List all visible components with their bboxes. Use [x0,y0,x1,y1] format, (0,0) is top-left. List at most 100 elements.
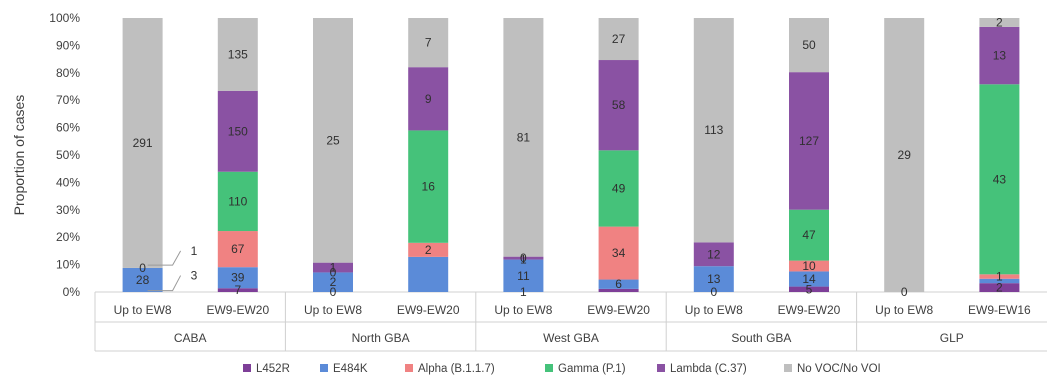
bar-segment [979,26,1020,85]
data-label: 0 [330,285,337,299]
legend-label: Gamma (P.1) [558,363,626,375]
y-tick-label: 40% [56,175,80,189]
legend-swatch [545,364,553,372]
y-tick-label: 30% [56,203,80,217]
bar-segment [503,18,544,257]
bar-segment [693,266,734,292]
data-label: 9 [425,92,432,106]
data-label: 0 [330,265,337,279]
bar-segment [789,260,829,272]
x-category-label: Up to EW8 [875,303,933,317]
data-label: 67 [231,242,245,256]
bar-segment [979,283,1020,292]
data-label: 2 [996,15,1003,29]
x-category-label: EW9-EW20 [778,303,841,317]
x-group-labels: CABA North GBA West GBA South GBA GLP [174,292,964,351]
x-group-label: South GBA [731,331,791,345]
data-label: 150 [228,124,248,138]
data-label: 12 [707,247,721,261]
bar-segment [789,271,829,287]
y-tick-label: 90% [56,38,80,52]
bar-segment [217,171,258,232]
data-label: 0 [710,285,717,299]
x-category-label: Up to EW8 [304,303,362,317]
x-category-label: Up to EW8 [685,303,743,317]
data-label: 13 [707,272,721,286]
y-tick-label: 60% [56,121,80,135]
bar-segment [979,278,1020,284]
data-label: 2 [330,275,337,289]
bar-segment [598,226,639,280]
bar-segment [217,18,258,91]
legend-label: L452R [256,363,290,375]
data-label: 127 [799,134,819,148]
y-tick-label: 20% [56,230,80,244]
data-label: 81 [517,130,531,144]
bar-segment [503,256,544,260]
x-category-label: EW9-EW20 [397,303,460,317]
data-label: 10 [802,259,816,273]
bar-segment [217,231,258,268]
bar-segment [217,90,258,172]
x-category-label: EW9-EW20 [206,303,269,317]
data-label: 1 [996,270,1003,284]
data-label: 6 [615,277,622,291]
data-label: 28 [136,273,150,287]
data-label: 39 [231,271,245,285]
data-label: 0 [139,261,146,275]
legend-swatch [784,364,792,372]
bar-segment [503,259,544,292]
data-label: 110 [228,194,247,208]
bar-segment [313,272,353,292]
data-label: 2 [996,281,1003,295]
data-label: 14 [802,272,816,286]
data-label: 25 [326,133,340,147]
bar-segment [693,18,734,243]
legend-swatch [405,364,413,372]
y-tick-label: 80% [56,66,80,80]
data-label: 291 [133,136,153,150]
legend: L452R E484K Alpha (B.1.1.7) Gamma (P.1) Lamb… [243,363,881,375]
bar-segment [789,209,829,261]
data-label: 34 [612,246,626,260]
legend-swatch [243,364,251,372]
annotation-label: 1 [191,244,198,258]
legend-swatch [657,364,665,372]
x-group-label: GLP [940,331,964,345]
bar-segment [408,130,449,243]
data-label: 113 [704,123,723,137]
x-category-labels: Up to EW8 EW9-EW20 Up to EW8 EW9-EW20 Up to … [114,303,1031,317]
data-label: 5 [806,282,813,296]
bar-segment [598,279,639,289]
data-label: 29 [898,148,912,162]
bars [122,18,1020,292]
annotations: 13 [147,244,198,292]
x-category-label: Up to EW8 [494,303,552,317]
bar-segment [122,18,163,268]
x-group-label: West GBA [543,331,599,345]
data-label: 16 [422,180,436,194]
annotation-label: 3 [191,269,198,283]
data-label: 49 [612,181,626,195]
annotation-leader [147,250,182,266]
bar-segment [408,242,449,257]
bar-segment [408,256,449,292]
bar-segment [789,286,829,292]
legend-swatch [320,364,328,372]
data-label: 13 [993,49,1007,63]
data-label: 58 [612,98,626,112]
data-label: 43 [993,172,1007,186]
y-tick-label: 100% [49,11,80,25]
y-tick-label: 0% [63,285,81,299]
bar-segment [598,60,639,151]
data-labels: 2802917396711015013502012521697111108163… [133,15,1007,299]
legend-label: E484K [333,363,368,375]
y-tick-label: 50% [56,148,80,162]
data-label: 1 [330,261,337,275]
bar-segment [979,274,1020,279]
bar-segment [313,18,353,263]
data-label: 11 [517,269,530,283]
data-label: 135 [228,47,248,61]
annotation-leader [147,275,182,292]
